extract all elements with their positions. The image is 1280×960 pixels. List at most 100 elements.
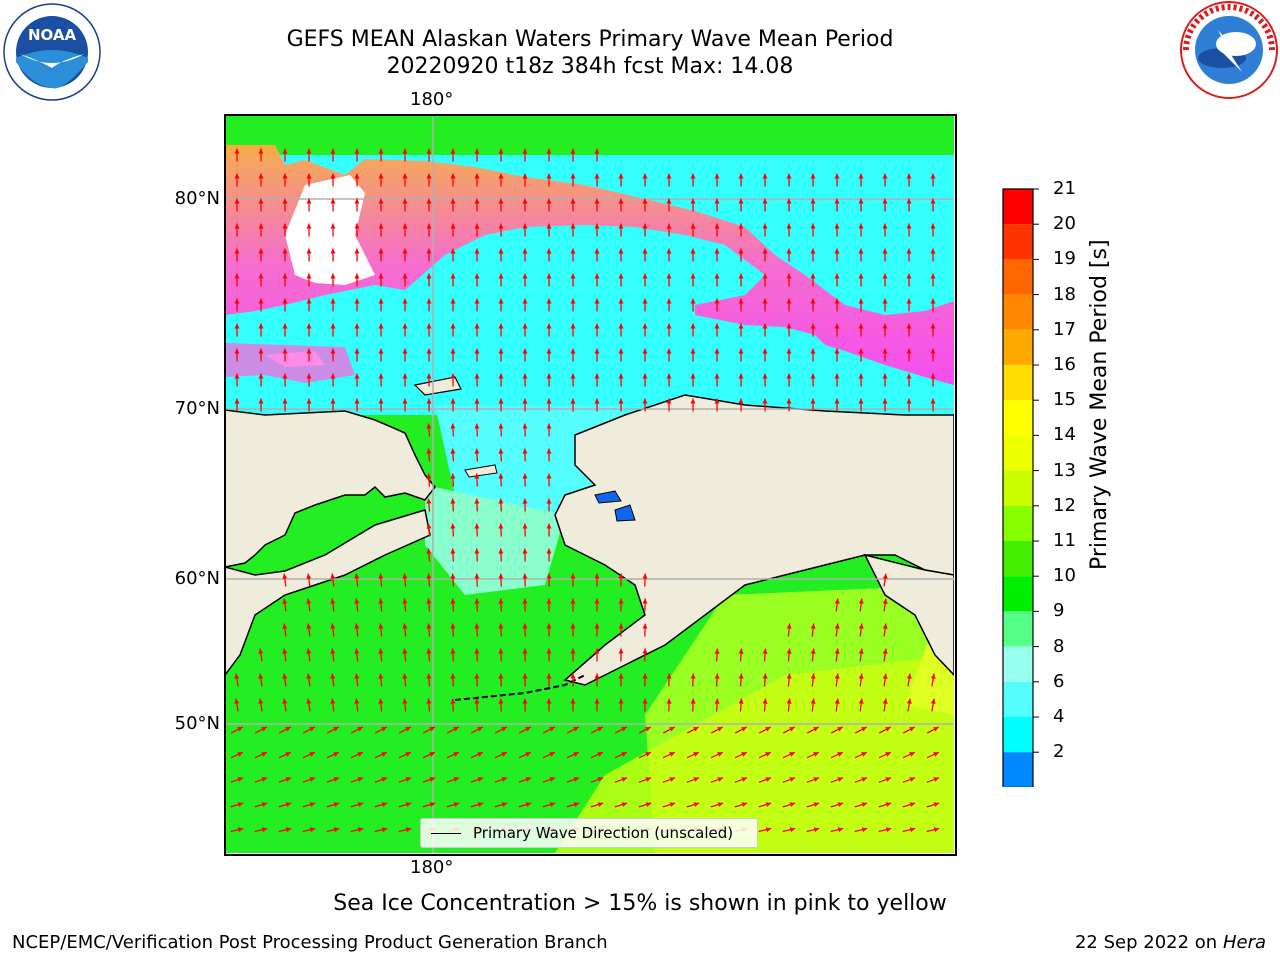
wave-arrow-head [333, 802, 340, 807]
wave-arrow-head [477, 727, 483, 732]
wave-arrow-head [474, 298, 480, 304]
wave-arrow-head [765, 752, 771, 757]
wave-arrow-head [594, 373, 600, 379]
wave-arrow-head [426, 623, 432, 629]
wave-arrow-head [597, 752, 603, 757]
wave-arrow-head [258, 648, 264, 654]
wave-arrow-head [738, 348, 744, 354]
wave-arrow-head [810, 198, 816, 204]
wave-arrow-head [381, 827, 388, 833]
wave-arrow-head [282, 623, 288, 629]
wave-arrow-head [357, 727, 363, 732]
wave-arrow-head [258, 173, 264, 179]
wave-arrow-head [642, 298, 648, 304]
wave-arrow-head [453, 777, 460, 782]
wave-arrow-head [645, 777, 652, 782]
colorbar-tick-label: 6 [1053, 670, 1065, 692]
wave-arrow-head [741, 777, 748, 782]
colorbar-segment [1003, 646, 1033, 682]
wave-arrow-head [882, 248, 888, 254]
wave-arrow-head [693, 777, 700, 782]
wave-arrow-head [834, 373, 840, 379]
wave-arrow-head [522, 198, 528, 204]
wave-arrow-head [618, 398, 624, 404]
wave-arrow-head [426, 573, 432, 579]
wave-arrow-head [234, 398, 240, 404]
wave-arrow-head [618, 298, 624, 304]
colorbar-tick-label: 8 [1053, 635, 1065, 657]
wave-arrow-head [573, 727, 579, 732]
wave-arrow-head [522, 648, 528, 654]
wave-arrow-head [594, 298, 600, 304]
wave-arrow-head [381, 727, 387, 732]
wave-arrow-head [621, 727, 627, 732]
wave-arrow-head [258, 398, 264, 404]
wave-arrow-head [402, 348, 408, 354]
wave-arrow-head [285, 777, 292, 782]
wave-arrow-head [882, 598, 888, 604]
wave-arrow-head [234, 698, 240, 704]
wave-arrow-head [906, 673, 912, 679]
wave-arrow-head [642, 573, 648, 579]
wave-arrow-head [330, 673, 336, 679]
wave-arrow-head [762, 648, 768, 654]
wave-arrow-head [306, 148, 312, 154]
wave-arrow-head [810, 273, 816, 279]
wave-arrow-head [690, 323, 696, 329]
wave-arrow-head [402, 198, 408, 204]
lon-label-bottom: 180° [410, 857, 454, 878]
wave-arrow-head [930, 373, 936, 379]
sea-ice-note: Sea Ice Concentration > 15% is shown in … [333, 891, 947, 916]
wave-arrow-head [546, 548, 552, 554]
wave-arrow-head [309, 827, 316, 833]
wave-arrow-head [618, 248, 624, 254]
wave-arrow-head [882, 398, 888, 404]
wave-arrow-head [354, 148, 360, 154]
wave-arrow-head [594, 398, 600, 404]
wave-arrow-head [501, 727, 507, 732]
wave-arrow-head [405, 777, 412, 782]
wave-arrow-head [378, 573, 384, 579]
wave-arrow-head [261, 827, 268, 833]
wave-arrow-head [714, 323, 720, 329]
wave-arrow-head [450, 223, 456, 229]
wave-arrow-head [237, 802, 244, 807]
wave-arrow-head [498, 198, 504, 204]
wave-arrow-head [690, 398, 696, 404]
wave-arrow-head [474, 673, 480, 679]
wave-arrow-head [450, 248, 456, 254]
wave-arrow-head [354, 573, 360, 579]
wave-arrow-head [498, 223, 504, 229]
land-st-lawrence-island [464, 464, 498, 478]
wave-arrow-head [786, 673, 792, 679]
colorbar-segment [1003, 435, 1033, 471]
wave-arrow-head [669, 777, 676, 782]
wave-arrow-head [834, 673, 840, 679]
wave-arrow-head [930, 348, 936, 354]
wave-arrow-head [426, 448, 432, 454]
wave-arrow-head [402, 623, 408, 629]
wave-arrow-head [741, 752, 747, 757]
wave-arrow-head [522, 423, 528, 429]
colorbar-segment [1003, 400, 1033, 436]
wave-arrow-head [642, 598, 648, 604]
wave-arrow-head [594, 573, 600, 579]
wave-arrow-head [906, 398, 912, 404]
land-kamchatka [225, 509, 431, 677]
wave-arrow-head [930, 698, 936, 704]
wave-arrow-head [450, 673, 456, 679]
wave-arrow-head [234, 298, 240, 304]
wave-arrow-head [885, 752, 891, 757]
wave-arrow-head [906, 698, 912, 704]
colorbar-segment [1003, 611, 1033, 647]
wave-arrow-head [741, 727, 747, 732]
wave-arrow-head [570, 598, 576, 604]
wave-arrow-head [546, 323, 552, 329]
colorbar-tick-label: 12 [1053, 494, 1076, 516]
wave-arrow-head [426, 373, 432, 379]
wave-arrow-head [501, 777, 508, 782]
wave-arrow-head [570, 673, 576, 679]
wave-arrow-head [717, 752, 723, 757]
wave-arrow-head [765, 727, 771, 732]
wave-arrow-head [738, 698, 744, 704]
